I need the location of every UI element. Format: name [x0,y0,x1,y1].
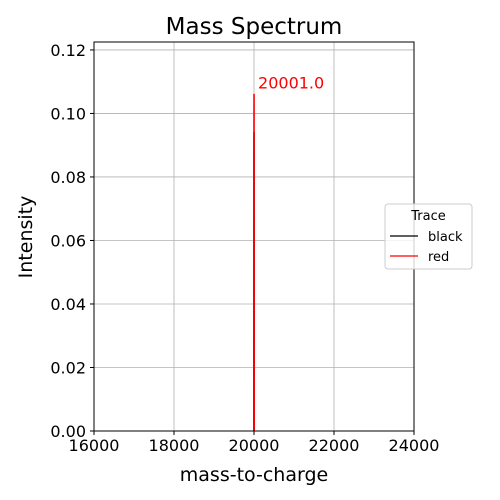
legend-label-red: red [428,250,449,265]
y-tick-label: 0.04 [50,295,86,314]
y-tick-label: 0.12 [50,41,86,60]
legend-box [384,203,473,270]
x-tick-label: 22000 [309,436,360,455]
chart-title: Mass Spectrum [166,14,343,40]
x-tick-label: 16000 [69,436,120,455]
y-tick-label: 0.10 [50,104,86,123]
annotations: 20001.0 [258,73,324,92]
y-tick-label: 0.00 [50,422,86,441]
peak-annotation: 20001.0 [258,73,324,92]
y-tick-label: 0.08 [50,168,86,187]
legend: Trace black red [384,203,473,270]
y-tick-label: 0.06 [50,231,86,250]
x-tick-label: 24000 [389,436,440,455]
legend-title: Trace [410,209,446,224]
x-axis-title: mass-to-charge [180,464,328,486]
x-tick-label: 18000 [149,436,200,455]
x-tick-label: 20000 [229,436,280,455]
legend-label-black: black [428,230,463,245]
y-tick-label: 0.02 [50,358,86,377]
y-axis-title: Intensity [15,196,37,279]
ticks: 16000 18000 20000 22000 24000 0.00 0.02 0.04 0.0… [50,41,439,455]
